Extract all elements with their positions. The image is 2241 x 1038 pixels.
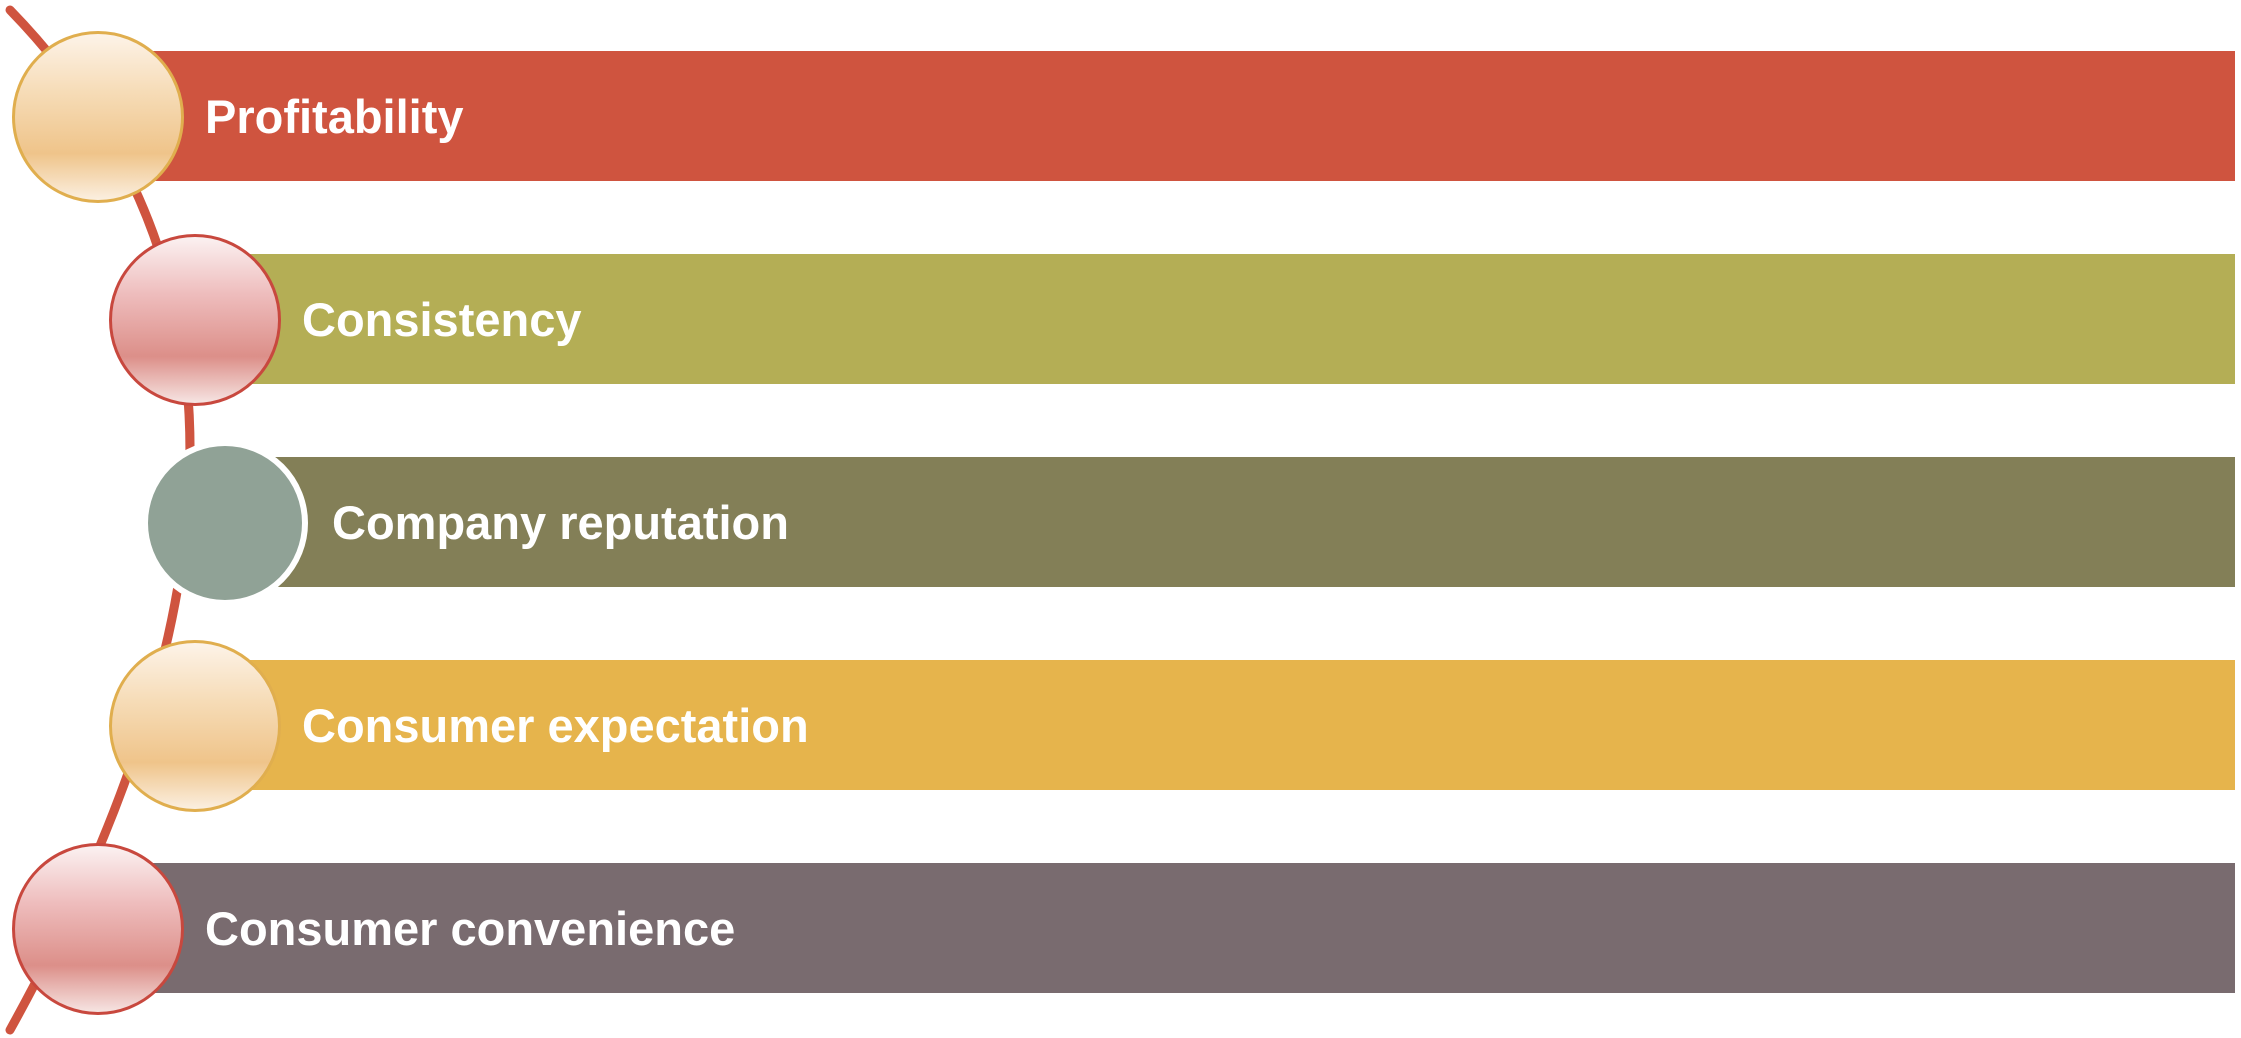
item-bar-consistency: Consistency <box>230 254 2235 384</box>
circle-node-consistency <box>109 234 281 406</box>
item-label-profitability: Profitability <box>205 89 464 143</box>
item-bar-consumer-expectation: Consumer expectation <box>230 660 2235 790</box>
circle-node-consumer-convenience <box>12 843 184 1015</box>
circle-node-consumer-expectation <box>109 640 281 812</box>
circle-node-profitability <box>12 31 184 203</box>
item-bar-consumer-convenience: Consumer convenience <box>130 863 2235 993</box>
item-label-consistency: Consistency <box>302 292 582 346</box>
item-label-consumer-convenience: Consumer convenience <box>205 901 736 955</box>
item-label-consumer-expectation: Consumer expectation <box>302 698 809 752</box>
item-bar-profitability: Profitability <box>130 51 2235 181</box>
circle-node-company-reputation <box>142 440 308 606</box>
item-bar-company-reputation: Company reputation <box>270 457 2235 587</box>
item-label-company-reputation: Company reputation <box>332 495 789 549</box>
